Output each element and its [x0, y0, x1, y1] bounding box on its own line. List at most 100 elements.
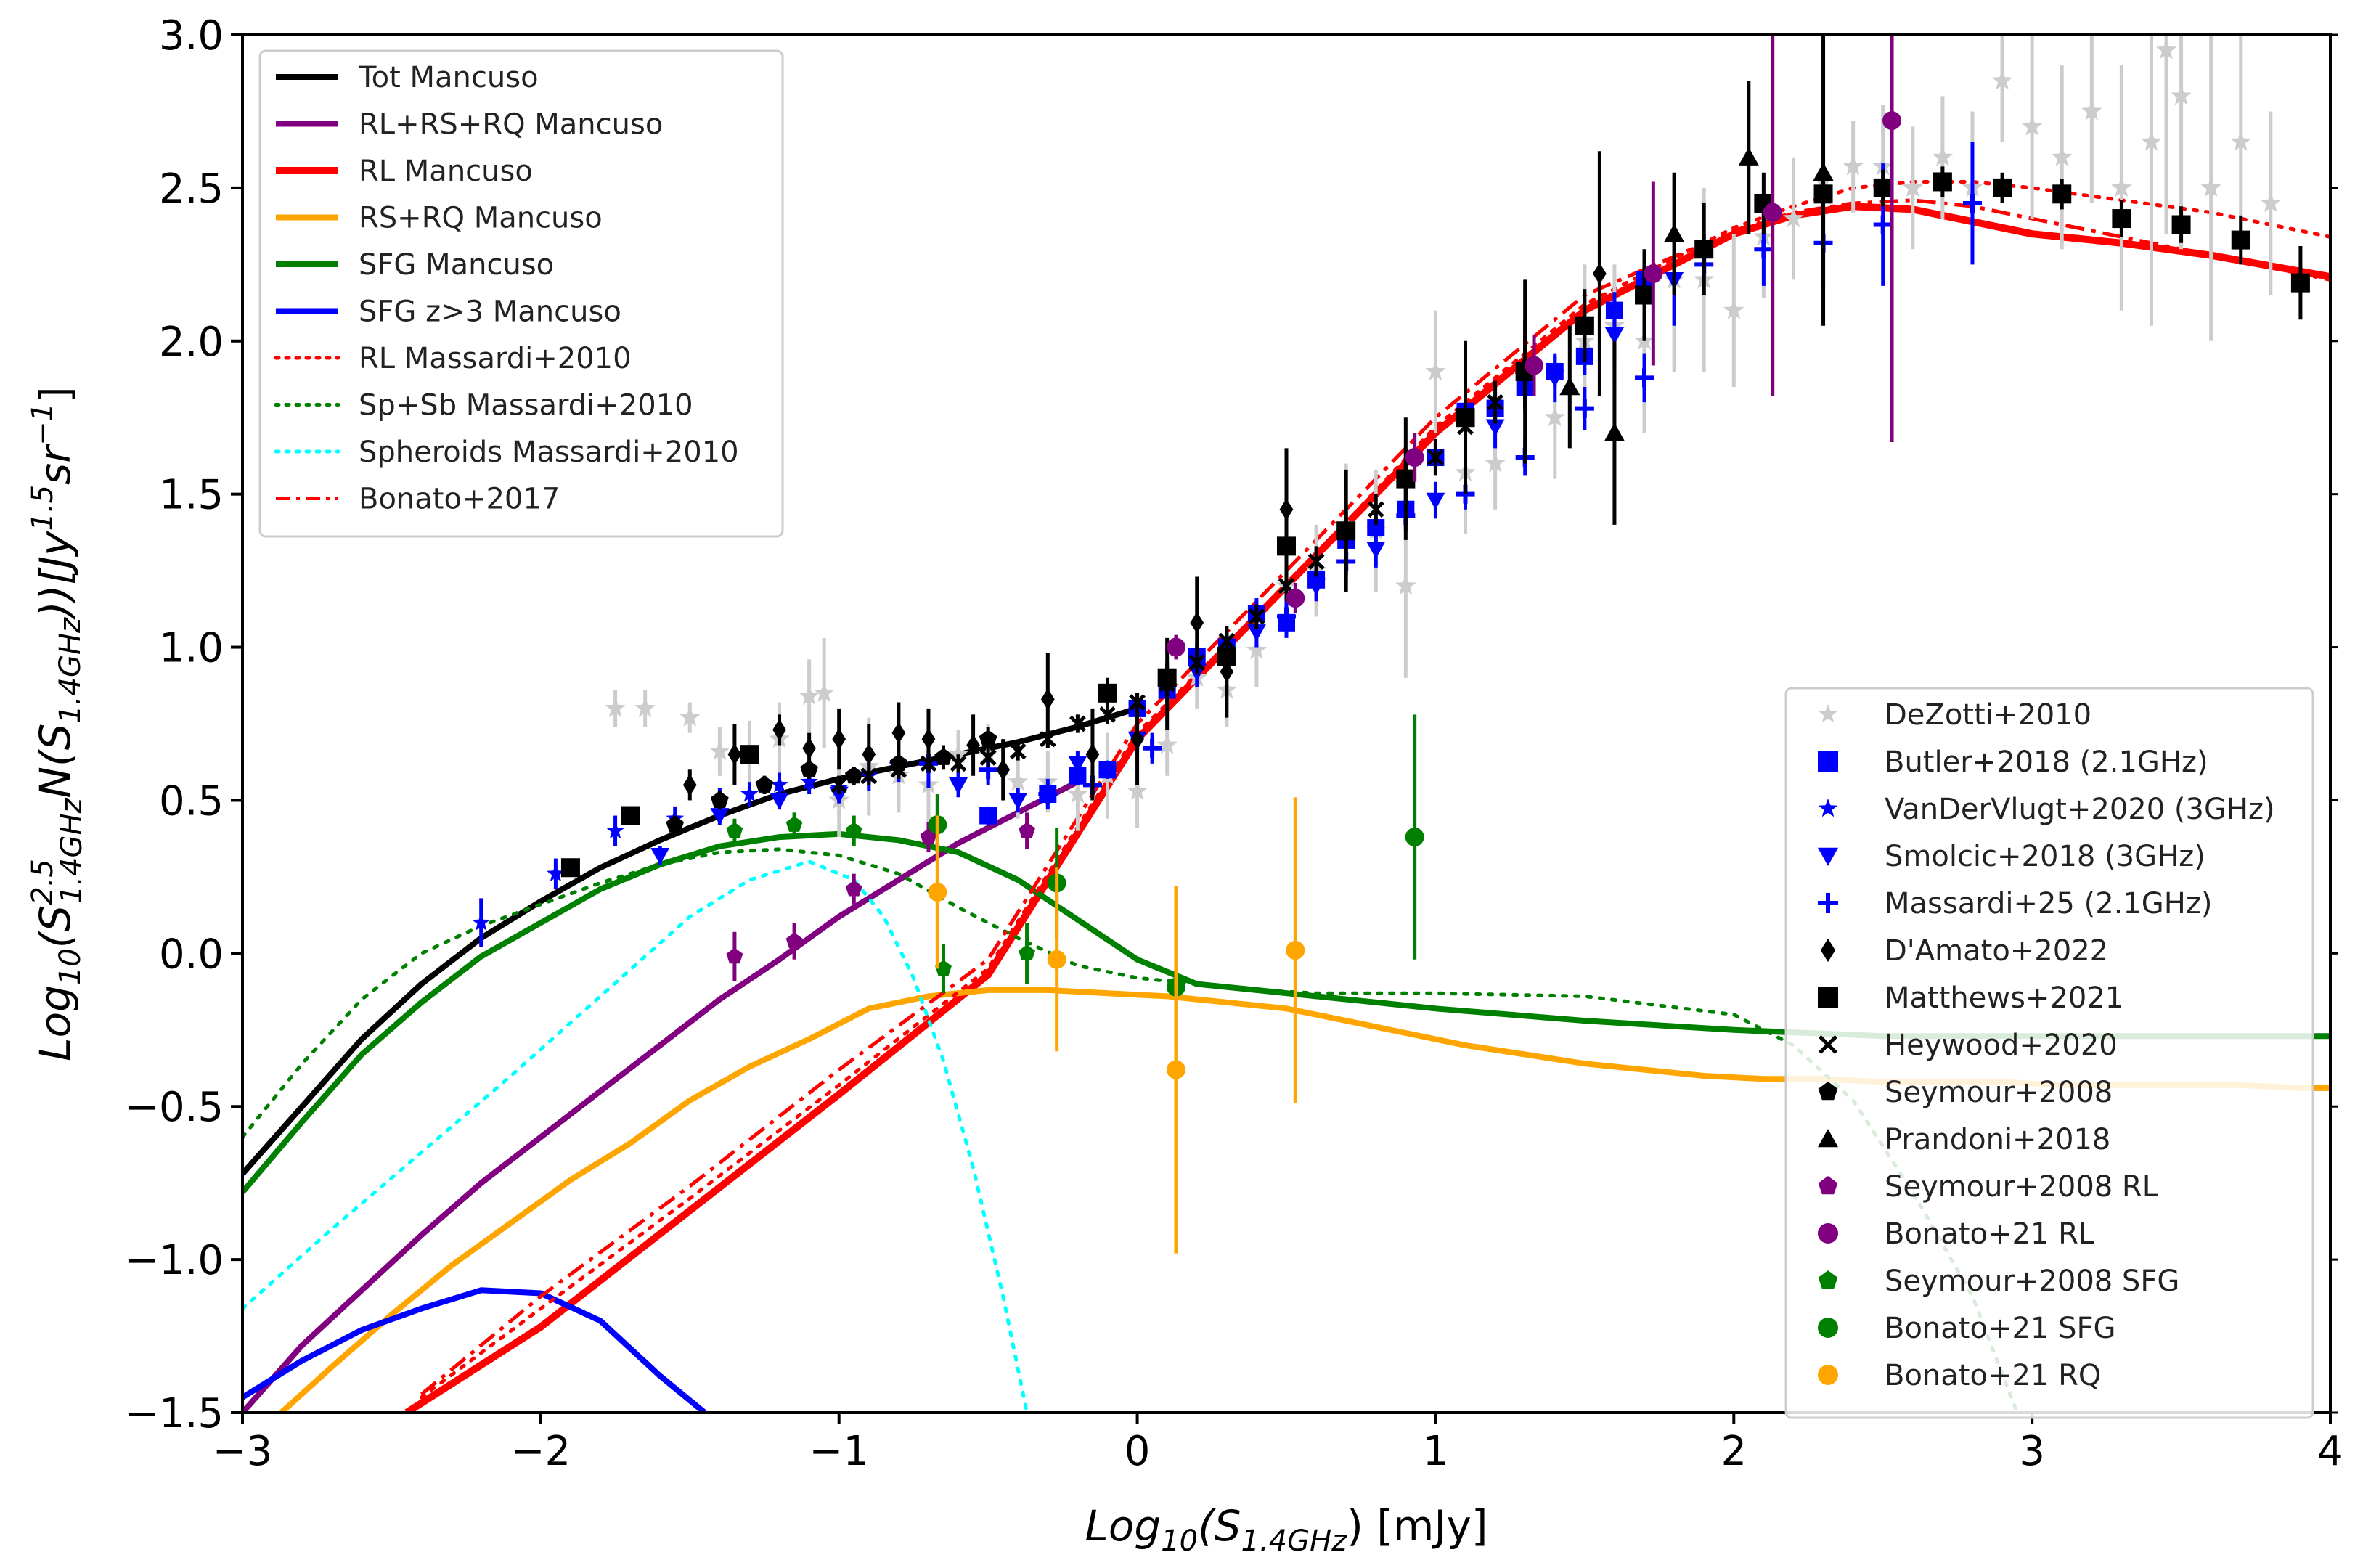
- data-point: [800, 772, 818, 790]
- data-point: [1166, 637, 1185, 657]
- y-tick-label: −1.0: [125, 1237, 224, 1284]
- data-point: [1882, 111, 1902, 131]
- legend-marker-bonato-21-sfg: [1818, 1318, 1838, 1338]
- x-tick-label: 4: [2317, 1428, 2343, 1475]
- y-tick-label: 2.0: [159, 319, 224, 366]
- data-point: [928, 882, 947, 902]
- data-point: [1166, 1060, 1185, 1079]
- legend-label-bonato-21-rq: Bonato+21 RQ: [1885, 1359, 2101, 1392]
- points-layer: [472, 35, 2310, 1254]
- legend-label-butler-2018-2-1ghz: Butler+2018 (2.1GHz): [1885, 746, 2208, 779]
- data-point: [770, 775, 788, 793]
- point-group-bonato-21-rq: [928, 797, 1305, 1254]
- data-point: [949, 777, 968, 795]
- data-point: [1485, 419, 1505, 436]
- data-point: [1545, 369, 1564, 388]
- point-group-bonato-21-rl: [1166, 35, 1902, 660]
- series-line-bonato-2017: [420, 198, 2330, 1396]
- data-point: [1307, 578, 1326, 596]
- y-tick-label: 1.5: [159, 472, 224, 519]
- data-point: [1395, 575, 1416, 595]
- data-point: [1099, 706, 1116, 723]
- series-line-rl-massardi-2010: [420, 180, 2330, 1400]
- data-point: [2171, 85, 2192, 105]
- data-point: [1279, 498, 1294, 520]
- data-point: [1040, 688, 1055, 711]
- legend-label-bonato-21-sfg: Bonato+21 SFG: [1885, 1312, 2115, 1345]
- data-point: [845, 822, 862, 838]
- data-point: [770, 793, 789, 810]
- y-tick-label: 0.5: [159, 777, 224, 825]
- legend-marker-butler-2018-2-1ghz: [1818, 751, 1838, 772]
- data-point: [606, 821, 624, 839]
- data-point: [1426, 492, 1445, 510]
- data-point: [891, 722, 906, 744]
- data-point: [1286, 941, 1305, 960]
- data-point: [1427, 449, 1444, 466]
- data-point: [1644, 264, 1663, 283]
- data-point: [996, 759, 1011, 781]
- series-line-sp-sb-massardi-2010: [242, 847, 2020, 1413]
- x-tick-label: 1: [1423, 1428, 1449, 1475]
- data-point: [1405, 448, 1424, 467]
- data-point: [1277, 607, 1296, 626]
- data-point: [1248, 608, 1265, 625]
- data-point: [2231, 230, 2250, 250]
- legend-marker-massardi-25-2-1ghz: [1818, 893, 1838, 913]
- data-point: [1902, 176, 1924, 197]
- data-point: [1933, 172, 1952, 192]
- legend-label-seymour-2008: Seymour+2008: [1885, 1076, 2113, 1109]
- data-point: [1246, 624, 1266, 642]
- legend-label-dezotti-2010: DeZotti+2010: [1885, 698, 2091, 732]
- data-point: [1038, 785, 1058, 804]
- data-point: [920, 755, 937, 772]
- x-tick-label: 2: [1721, 1428, 1747, 1475]
- legend-label-seymour-2008-rl: Seymour+2008 RL: [1885, 1170, 2159, 1204]
- data-point: [1130, 728, 1144, 751]
- data-point: [1019, 944, 1035, 960]
- data-point: [1337, 522, 1355, 539]
- data-point: [1813, 162, 1834, 181]
- legend-marker-vandervlugt-2020-3ghz: [1818, 799, 1838, 817]
- data-point: [2111, 176, 2132, 197]
- data-point: [1457, 418, 1474, 436]
- data-point: [1127, 780, 1148, 800]
- data-point: [1397, 470, 1414, 487]
- point-group-seymour-2008: [666, 727, 997, 834]
- data-point: [726, 947, 743, 964]
- data-point: [711, 791, 729, 808]
- data-point: [682, 774, 697, 796]
- y-tick-label: 0.0: [159, 931, 224, 978]
- data-point: [935, 960, 952, 976]
- legend-marker-bonato-21-rq: [1818, 1365, 1838, 1385]
- data-point: [1783, 208, 1804, 228]
- data-point: [1143, 738, 1162, 758]
- data-point: [2290, 273, 2310, 293]
- data-point: [1068, 756, 1087, 773]
- legend-marker-seymour-2008: [1818, 1082, 1838, 1101]
- data-point: [799, 685, 820, 706]
- y-tick-label: 2.5: [159, 166, 224, 213]
- data-point: [1367, 501, 1384, 518]
- data-point: [666, 815, 685, 833]
- data-point: [1962, 193, 1982, 213]
- data-point: [979, 730, 997, 747]
- y-axis-label: Log10(S2.51.4GHzN(S1.4GHz))[Jy1.5sr−1]: [26, 386, 89, 1061]
- data-point: [1277, 536, 1296, 556]
- legend-label-sfg-mancuso: SFG Mancuso: [359, 248, 554, 282]
- data-point: [1069, 715, 1086, 732]
- data-point: [1991, 70, 2013, 90]
- data-point: [2230, 131, 2251, 151]
- data-point: [1763, 203, 1782, 222]
- data-point: [860, 767, 878, 785]
- x-tick-label: −3: [213, 1428, 273, 1475]
- data-point: [710, 808, 730, 825]
- x-tick-label: 0: [1125, 1428, 1151, 1475]
- legend-label-rl-mancuso: RL Mancuso: [359, 155, 533, 188]
- point-group-heywood-2020: [830, 347, 1534, 795]
- data-point: [1754, 240, 1774, 259]
- legend-marker-prandoni-2018: [1818, 1129, 1838, 1148]
- data-point: [830, 776, 848, 793]
- data-point: [1635, 368, 1654, 388]
